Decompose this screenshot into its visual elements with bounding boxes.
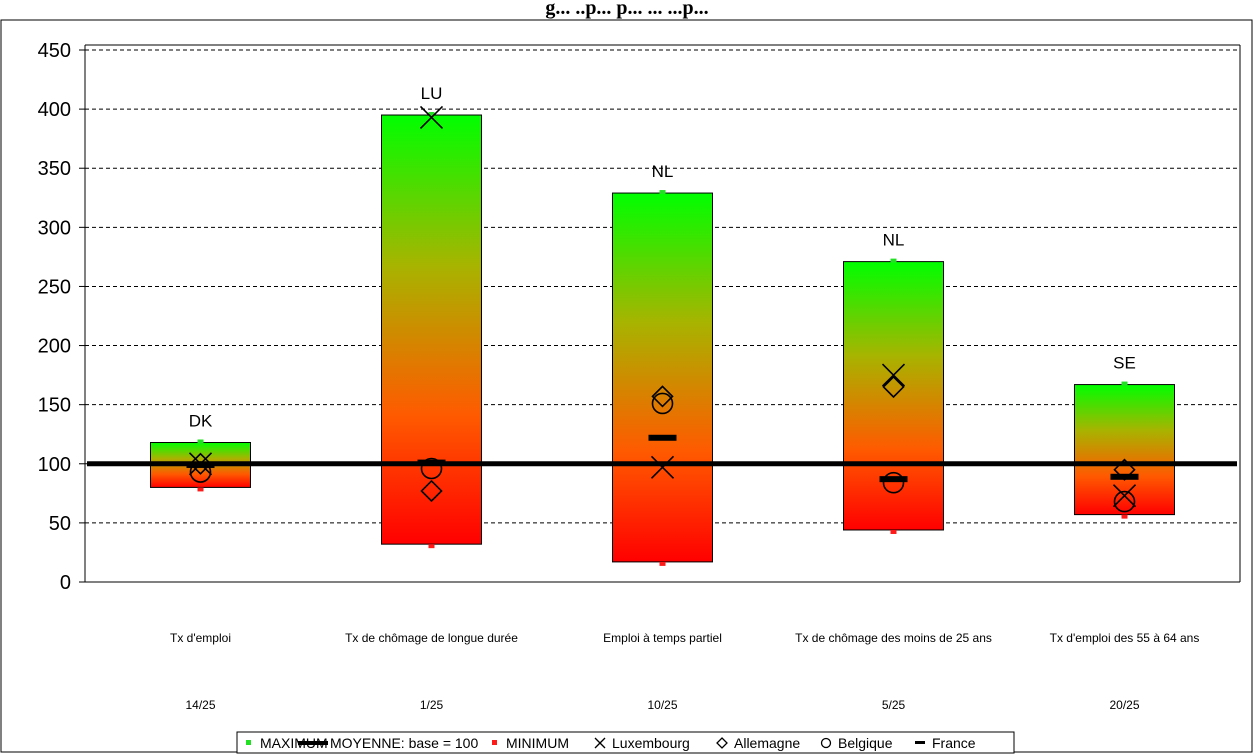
marker-france — [1110, 473, 1139, 480]
legend-item: MOYENNE: base = 100 — [298, 735, 478, 751]
max-marker — [1121, 381, 1128, 386]
y-tick-label: 50 — [49, 513, 71, 535]
legend-swatch — [246, 740, 251, 745]
legend-item: MAXIMUM — [246, 735, 328, 751]
max-marker — [890, 258, 897, 263]
legend-label: Luxembourg — [612, 735, 690, 751]
legend-label: Belgique — [838, 735, 893, 751]
y-tick-label: 250 — [38, 276, 71, 298]
max-country-label: NL — [883, 231, 905, 250]
marker-allemagne — [189, 452, 212, 475]
x-category-label: Tx de chômage de longue durée — [345, 631, 518, 645]
min-marker — [890, 529, 897, 534]
min-marker — [428, 544, 435, 549]
y-axis: 0 50 100 150 200 250 300 350 400 450 — [38, 40, 1241, 594]
x-rank-label: 10/25 — [647, 698, 677, 712]
marker-france — [879, 476, 908, 483]
legend-item: MINIMUM — [492, 735, 569, 751]
x-category-label: Tx d'emploi des 55 à 64 ans — [1050, 631, 1200, 645]
max-marker — [428, 112, 435, 117]
marker-luxembourg — [1112, 484, 1137, 508]
max-country-label: NL — [652, 162, 674, 181]
y-tick-label: 300 — [38, 217, 71, 239]
max-country-label: SE — [1113, 354, 1136, 373]
marker-france — [186, 461, 215, 468]
x-rank-label: 14/25 — [185, 698, 215, 712]
legend-label: Allemagne — [734, 735, 800, 751]
category-labels: Tx d'emploi 14/25 Tx de chômage de longue … — [170, 631, 1199, 712]
marker-france — [417, 459, 446, 466]
x-rank-label: 1/25 — [420, 698, 444, 712]
marker-allemagne — [420, 479, 443, 503]
markers — [186, 105, 1139, 513]
marker-belgique — [1113, 490, 1136, 513]
min-marker — [1121, 514, 1128, 519]
min-marker — [197, 487, 204, 492]
x-category-label: Emploi à temps partiel — [603, 631, 722, 645]
legend-label: France — [932, 735, 976, 751]
legend: MAXIMUM MOYENNE: base = 100 MINIMUM Luxembo… — [236, 731, 1015, 754]
legend-swatch — [716, 737, 728, 749]
range-bar — [1074, 384, 1175, 516]
marker-luxembourg — [419, 105, 444, 129]
marker-luxembourg — [650, 455, 675, 479]
legend-item: France — [915, 735, 976, 751]
legend-item: Luxembourg — [594, 735, 690, 751]
y-tick-label: 400 — [38, 99, 71, 121]
x-category-label: Tx de chômage des moins de 25 ans — [795, 631, 992, 645]
range-bar — [843, 261, 944, 531]
marker-france — [648, 434, 677, 441]
bars: DK LU NL NL SE — [150, 84, 1175, 566]
y-tick-label: 100 — [38, 454, 71, 476]
legend-label: MAXIMUM — [260, 735, 328, 751]
x-rank-label: 20/25 — [1109, 698, 1139, 712]
legend-swatch — [915, 741, 925, 744]
max-marker — [197, 439, 204, 444]
marker-luxembourg — [881, 363, 906, 387]
legend-item: Belgique — [820, 735, 893, 751]
x-category-label: Tx d'emploi — [170, 631, 231, 645]
legend-item: Allemagne — [716, 735, 800, 751]
y-tick-label: 200 — [38, 336, 71, 358]
marker-belgique — [651, 392, 674, 415]
x-rank-label: 5/25 — [882, 698, 906, 712]
chart-title: g... ..p... p... ... ...p... — [545, 0, 708, 19]
max-country-label: DK — [189, 411, 213, 430]
min-marker — [659, 561, 666, 566]
legend-label: MINIMUM — [506, 735, 569, 751]
max-marker — [659, 190, 666, 195]
y-tick-label: 0 — [60, 572, 71, 594]
y-tick-label: 150 — [38, 395, 71, 417]
y-tick-label: 450 — [38, 40, 71, 62]
marker-allemagne — [882, 375, 905, 399]
marker-belgique — [882, 471, 905, 494]
legend-label: MOYENNE: base = 100 — [330, 735, 478, 751]
marker-allemagne — [651, 385, 674, 408]
legend-swatch — [492, 740, 497, 745]
legend-box — [236, 731, 1015, 754]
max-country-label: LU — [421, 84, 443, 103]
y-tick-label: 350 — [38, 158, 71, 180]
range-bar — [381, 114, 482, 545]
range-bar — [612, 192, 713, 563]
legend-swatch — [820, 737, 832, 749]
marker-belgique — [420, 457, 443, 480]
